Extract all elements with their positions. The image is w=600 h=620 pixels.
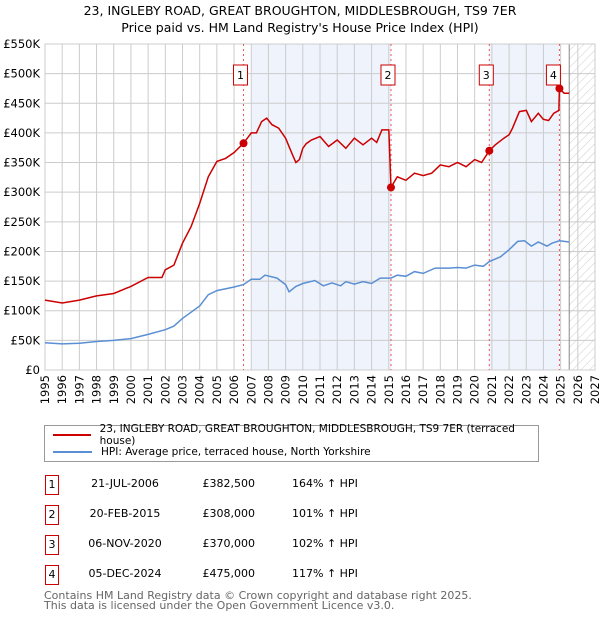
y-tick-label: £150K [3,274,40,288]
sale-price: £370,000 [202,537,256,550]
sale-number: 2 [45,505,59,525]
x-tick-label: 2023 [519,375,533,404]
shaded-period [251,44,391,370]
sale-label-box [545,64,561,86]
plot-border [44,43,596,371]
chart-title: 23, INGLEBY ROAD, GREAT BROUGHTON, MIDDL… [83,3,517,18]
sale-price: £382,500 [202,477,256,490]
x-tick-label: 2022 [502,375,516,404]
x-tick-label: 2008 [261,375,275,404]
price-chart: £0 £50K £100K £150K £200K £250K £300K £350K £400… [3,37,600,404]
x-tick-label: 2014 [365,375,379,404]
y-tick-label: £200K [3,244,40,258]
x-tick-label: 2000 [124,375,138,404]
x-tick-label: 2009 [279,375,293,404]
y-tick-label: £400K [3,126,40,140]
sale-label: 3 [483,69,490,82]
sale-date: 20-FEB-2015 [89,507,161,520]
sale-label: 2 [384,69,391,82]
legend-item-property: 23, INGLEBY ROAD, GREAT BROUGHTON, MIDDL… [53,423,538,447]
x-tick-label: 2003 [176,375,190,404]
hpi-line [44,240,570,345]
sale-number: 1 [45,475,59,495]
x-tick-label: 2021 [485,375,499,404]
x-tick-label: 2016 [399,375,413,404]
y-tick-label: £100K [3,304,40,318]
footer-copyright: Contains HM Land Registry data © Crown c… [44,589,472,602]
y-tick-label: £500K [3,67,40,81]
legend-swatch-property [53,434,91,436]
x-tick-label: 2010 [296,375,310,404]
x-tick-label: 2018 [433,375,447,404]
x-tick-label: 2005 [210,375,224,404]
sale-label-box [233,64,249,86]
x-tick-label: 1995 [38,375,52,404]
sale-date: 06-NOV-2020 [88,537,162,550]
x-tick-label: 1998 [90,375,104,404]
property-price-line [44,86,570,304]
sale-price: £475,000 [202,567,256,580]
x-tick-label: 2013 [347,375,361,404]
y-tick-label: £0 [25,363,40,377]
x-tick-label: 2002 [158,375,172,404]
x-tick-label: 2006 [227,375,241,404]
y-tick-label: £550K [3,37,40,51]
x-tick-label: 1997 [72,375,86,404]
sale-number: 3 [45,535,59,555]
sale-point [485,146,494,155]
sale-label: 1 [237,69,244,82]
legend-label-hpi: HPI: Average price, terraced house, Nort… [101,446,371,458]
x-tick-label: 2007 [244,375,258,404]
x-tick-label: 2027 [588,375,600,404]
legend-label-property: 23, INGLEBY ROAD, GREAT BROUGHTON, MIDDL… [99,423,515,447]
y-tick-label: £50K [11,333,41,347]
sale-point [239,139,248,148]
sale-date: 05-DEC-2024 [88,567,162,580]
sale-price: £308,000 [202,507,256,520]
y-tick-label: £250K [3,215,40,229]
legend: 23, INGLEBY ROAD, GREAT BROUGHTON, MIDDL… [44,423,539,462]
legend-swatch-hpi [53,451,92,453]
chart-subtitle: Price paid vs. HM Land Registry's House … [121,20,479,35]
x-tick-label: 1996 [55,375,69,404]
footer-licence: This data is licensed under the Open Gov… [44,599,395,612]
y-tick-label: £350K [3,156,40,170]
x-tick-label: 1999 [107,375,121,404]
sale-point [386,183,395,192]
sale-point [555,84,564,93]
sale-hpi-change: 101% ↑ HPI [292,507,358,520]
x-tick-label: 2020 [468,375,482,404]
y-tick-label: £300K [3,185,40,199]
x-tick-label: 2026 [571,375,585,404]
x-tick-label: 2015 [382,375,396,404]
x-tick-label: 2024 [536,375,550,404]
forecast-hatch [569,44,595,370]
x-tick-label: 2017 [416,375,430,404]
x-tick-label: 2011 [313,375,327,404]
x-tick-label: 2004 [193,375,207,404]
x-tick-label: 2019 [451,375,465,404]
legend-item-hpi: HPI: Average price, terraced house, Nort… [53,444,371,460]
x-tick-label: 2025 [554,375,568,404]
sale-label-box [478,64,494,86]
sale-date: 21-JUL-2006 [91,477,159,490]
x-tick-label: 2012 [330,375,344,404]
sale-hpi-change: 164% ↑ HPI [292,477,358,490]
sale-hpi-change: 117% ↑ HPI [292,567,358,580]
sale-label-box [380,64,396,86]
sale-hpi-change: 102% ↑ HPI [292,537,358,550]
x-tick-label: 2001 [141,375,155,404]
shaded-period [489,44,560,370]
sale-number: 4 [45,565,59,585]
y-tick-label: £450K [3,96,40,110]
sale-label: 4 [550,69,557,82]
